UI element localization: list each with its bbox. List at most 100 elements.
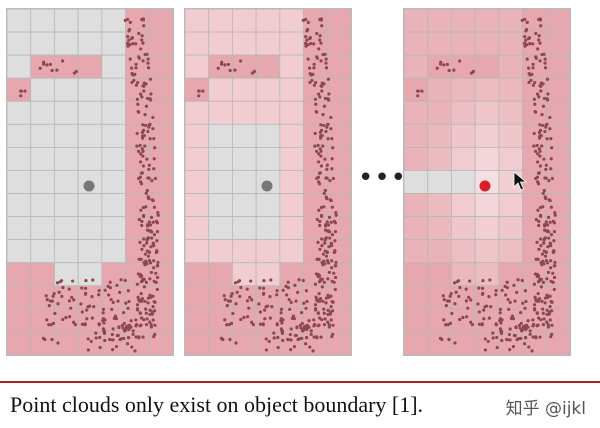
cloud-point [489,305,493,309]
cloud-point [141,164,146,168]
cloud-point [442,63,446,67]
cloud-point [127,38,131,42]
grid-cell [7,262,32,287]
cloud-point [319,205,324,210]
grid-cell [208,331,233,355]
grid-cell [255,9,281,33]
cloud-point [551,271,555,275]
cloud-point [317,280,322,284]
cloud-point [226,62,231,67]
cloud-point [313,282,317,286]
grid-cell [148,170,173,194]
grid-cell [451,100,476,125]
cloud-point [499,331,504,336]
grid-cell [326,54,351,79]
cloud-point [261,286,266,290]
cloud-point [128,57,132,61]
cloud-point [553,264,557,268]
cloud-point [261,292,266,296]
cloud-point [152,259,156,263]
cloud-point [280,331,285,336]
cloud-point [505,337,509,342]
cloud-point [19,94,23,98]
cloud-point [127,28,132,32]
grid-cell [208,146,233,171]
grid-cell [474,31,500,56]
cloud-point [323,188,327,193]
cloud-point [507,307,511,311]
grid-cell [498,100,523,125]
cloud-point [510,314,515,318]
grid-cell [208,216,233,241]
cloud-point [537,17,541,22]
cloud-point [145,157,149,161]
grid-cell [474,123,500,148]
cloud-point [328,310,332,314]
cloud-point [131,42,135,46]
cloud-point [149,295,153,300]
cloud-point [146,254,151,258]
cloud-point [102,331,107,336]
cloud-point [142,81,146,85]
grid-cell [498,239,523,264]
grid-cell [404,77,429,102]
cloud-point [505,280,509,284]
cloud-point [314,295,318,299]
cloud-point [201,89,205,93]
cloud-point [152,233,157,237]
cloud-point [285,293,289,297]
cloud-point [538,123,542,127]
cloud-point [142,318,146,322]
cloud-point [525,57,529,61]
cloud-point [524,38,528,42]
cloud-point [548,220,552,224]
cloud-point [139,208,143,212]
cloud-point [140,223,144,228]
cloud-point [152,157,156,161]
grid-cell [77,331,103,355]
cloud-point [547,178,551,183]
grid-cell [255,216,281,241]
cloud-point [537,296,542,301]
cloud-point [539,285,543,289]
cloud-point [325,167,329,171]
cloud-point [281,318,285,322]
cloud-point [73,323,77,327]
grid-cell [427,193,452,218]
cloud-point [524,28,529,32]
cloud-point [330,300,334,304]
cloud-point [84,279,88,283]
grid-cell [54,308,79,333]
cloud-point [292,344,297,349]
cloud-point [151,318,155,322]
cloud-point [536,208,540,212]
grid-cell [404,193,429,218]
cloud-point [528,73,532,77]
cloud-point [317,274,322,278]
cloud-point [452,68,456,72]
cloud-point [323,52,327,56]
cloud-point [476,302,480,306]
cloud-point [523,44,527,48]
grid-cell [279,100,304,125]
cloud-point [468,279,472,283]
cloud-point [235,290,239,294]
cloud-point [498,307,503,312]
cloud-point [83,286,88,290]
cloud-point [91,278,95,282]
cloud-point [148,261,153,265]
grid-cell [255,239,281,264]
cloud-point [330,259,334,263]
cloud-point [301,278,305,283]
cloud-point [288,307,292,311]
cloud-point [333,287,337,292]
cloud-point [197,89,201,93]
grid-cell [404,9,429,33]
grid-cell [474,193,500,218]
cloud-point [517,323,521,328]
cloud-point [532,303,537,307]
cloud-point [304,44,308,48]
grid-cell [30,216,55,241]
cloud-point [143,299,147,303]
cloud-point [486,339,490,344]
